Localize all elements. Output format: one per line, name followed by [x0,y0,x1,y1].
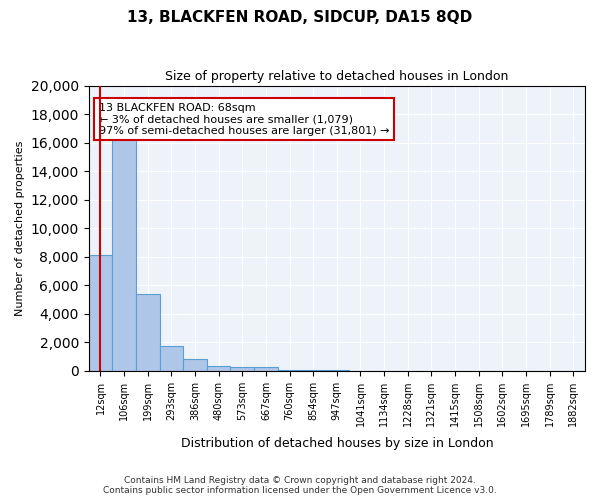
Title: Size of property relative to detached houses in London: Size of property relative to detached ho… [165,70,509,83]
Y-axis label: Number of detached properties: Number of detached properties [15,140,25,316]
Bar [183,360,207,370]
Bar [112,134,136,370]
X-axis label: Distribution of detached houses by size in London: Distribution of detached houses by size … [181,437,493,450]
Text: 13, BLACKFEN ROAD, SIDCUP, DA15 8QD: 13, BLACKFEN ROAD, SIDCUP, DA15 8QD [127,10,473,25]
Text: Contains HM Land Registry data © Crown copyright and database right 2024.
Contai: Contains HM Land Registry data © Crown c… [103,476,497,495]
Text: 13 BLACKFEN ROAD: 68sqm
← 3% of detached houses are smaller (1,079)
97% of semi-: 13 BLACKFEN ROAD: 68sqm ← 3% of detached… [98,102,389,136]
Bar [89,255,112,370]
Bar [160,346,183,370]
Bar [136,294,160,370]
Bar [230,366,254,370]
Bar [207,366,230,370]
Bar [254,368,278,370]
